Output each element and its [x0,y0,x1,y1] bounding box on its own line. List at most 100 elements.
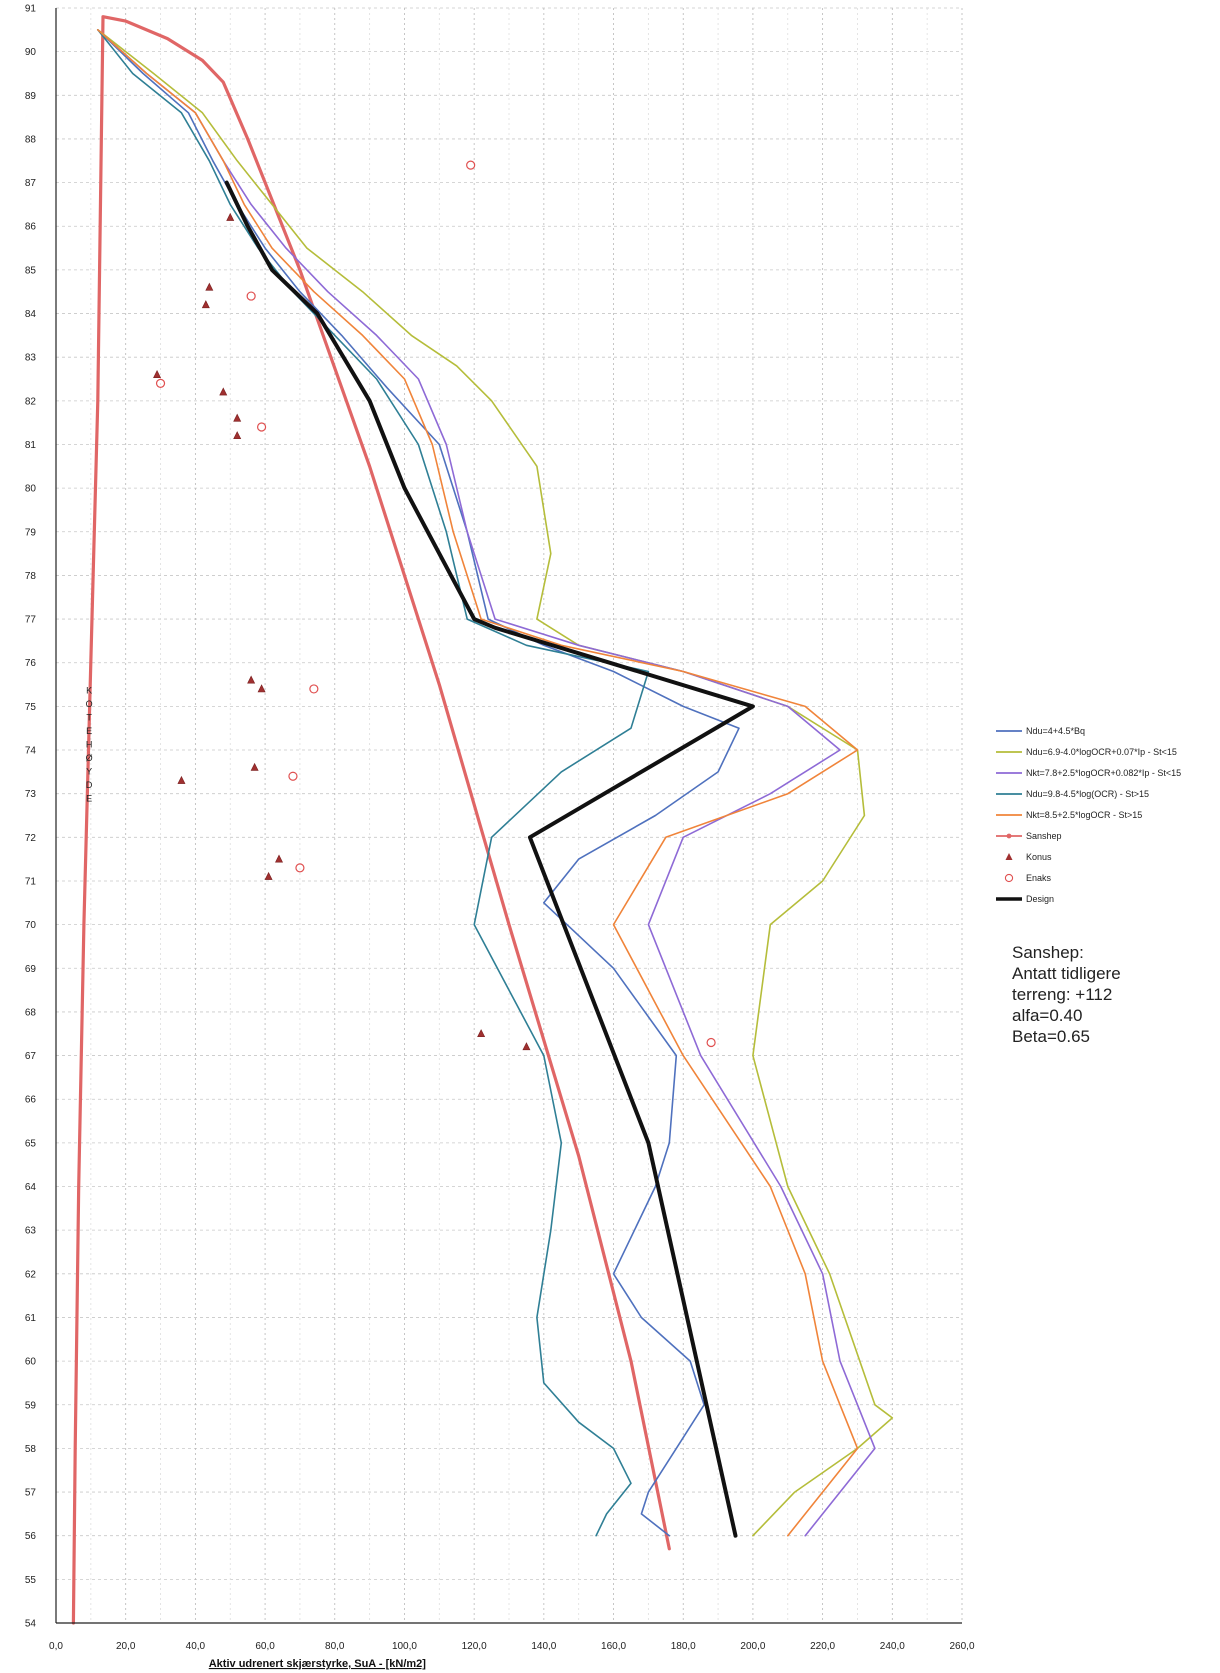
y-tick-label: 69 [25,964,37,975]
y-tick-label: 80 [25,484,37,495]
y-tick-label: 79 [25,527,37,538]
series-layer-sanshep [71,15,671,1625]
note-line: Sanshep: [1012,943,1084,962]
note-line: Antatt tidligere [1012,964,1121,983]
konus-point [177,775,186,784]
y-tick-label: 70 [25,920,37,931]
y-tick-label: 82 [25,396,37,407]
y-tick-label: 76 [25,658,37,669]
konus-point [250,762,259,771]
y-axis-title-letter: O [86,699,93,709]
note-line: alfa=0.40 [1012,1006,1083,1025]
series-line-design [224,180,755,1538]
x-tick-label: 60,0 [255,1641,275,1652]
x-tick-label: 20,0 [116,1641,136,1652]
series-layer [97,28,894,1537]
x-tick-label: 260,0 [949,1641,974,1652]
y-tick-label: 81 [25,440,37,451]
y-tick-label: 56 [25,1531,37,1542]
legend-entry: Ndu=4+4.5*Bq [1026,726,1085,736]
x-tick-label: 120,0 [462,1641,487,1652]
y-tick-label: 63 [25,1226,37,1237]
y-tick-label: 72 [25,833,37,844]
series-line-nkt-8-5-2-5-logocr-st-15 [97,28,859,1537]
y-tick-label: 78 [25,571,37,582]
legend-swatch-marker [1006,833,1012,839]
x-tick-label: 140,0 [531,1641,556,1652]
konus-point [257,684,266,693]
sanshep-note: Sanshep: Antatt tidligere terreng: +112 … [1012,942,1202,1047]
x-tick-label: 180,0 [671,1641,696,1652]
x-axis-title: Aktiv udrenert skjærstyrke, SuA - [kN/m2… [209,1658,427,1670]
axes: 54 55 56 57 58 59 60 61 62 63 64 65 66 67 68 69 70 71 72 73… [25,4,975,1671]
enaks-point [246,291,256,301]
y-axis-title-letter: K [86,685,92,695]
konus-point [205,282,214,291]
y-tick-label: 73 [25,789,37,800]
legend-swatch [1004,873,1014,883]
konus-point [226,212,235,221]
enaks-point [295,863,305,873]
y-axis-title-letter: Ø [86,753,93,763]
gridlines [55,7,963,1624]
x-tick-label: 0,0 [49,1641,63,1652]
y-axis-title-letter: D [86,780,93,790]
y-axis-title-letter: T [86,712,92,722]
y-tick-label: 60 [25,1357,37,1368]
y-tick-label: 90 [25,47,37,58]
note-line: terreng: +112 [1012,985,1113,1004]
y-tick-label: 57 [25,1488,37,1499]
y-tick-label: 85 [25,265,37,276]
legend-entry: Ndu=6.9-4.0*logOCR+0.07*Ip - St<15 [1026,747,1177,757]
y-tick-label: 62 [25,1269,37,1280]
konus-point [264,871,273,880]
y-tick-label: 86 [25,222,37,233]
series-line-ndu-9-8-4-5-log-ocr-st-15 [97,28,650,1537]
y-tick-label: 75 [25,702,37,713]
konus-point [201,300,210,309]
enaks-point [256,422,267,432]
y-tick-label: 77 [25,615,37,626]
legend: Ndu=4+4.5*Bq Ndu=6.9-4.0*logOCR+0.07*Ip -… [996,726,1181,904]
y-tick-label: 61 [25,1313,37,1324]
x-tick-label: 100,0 [392,1641,417,1652]
series-line-sanshep [71,15,671,1625]
y-tick-label: 91 [25,4,37,15]
note-line: Beta=0.65 [1012,1027,1090,1046]
y-axis-title-letter: Y [86,766,92,776]
series-layer-design [224,180,755,1538]
konus-point [247,675,256,684]
legend-entry: Nkt=8.5+2.5*logOCR - St>15 [1026,810,1142,820]
y-axis-title-letter: E [86,793,92,803]
konus-point [477,1029,486,1038]
konus-point [233,431,242,440]
y-tick-label: 71 [25,876,37,887]
enaks-point [288,771,298,781]
konus-point [219,387,228,396]
legend-entry: Sanshep [1026,831,1062,841]
series-line-ndu-4-4-5-bq [97,28,740,1537]
legend-entry: Enaks [1026,873,1052,883]
konus-point [153,369,162,378]
legend-entry: Nkt=7.8+2.5*logOCR+0.082*Ip - St<15 [1026,768,1181,778]
plot-area [56,8,962,1623]
x-tick-label: 220,0 [810,1641,835,1652]
y-tick-label: 59 [25,1400,37,1411]
y-tick-label: 87 [25,178,37,189]
legend-entry: Design [1026,894,1054,904]
x-tick-label: 80,0 [325,1641,345,1652]
enaks-point [155,378,166,388]
y-tick-label: 89 [25,91,37,102]
y-tick-label: 83 [25,353,37,364]
y-tick-label: 88 [25,134,37,145]
y-tick-label: 67 [25,1051,37,1062]
legend-entry: Ndu=9.8-4.5*log(OCR) - St>15 [1026,789,1149,799]
y-tick-label: 74 [25,746,37,757]
y-tick-label: 64 [25,1182,37,1193]
x-tick-label: 200,0 [740,1641,765,1652]
x-tick-label: 240,0 [880,1641,905,1652]
y-tick-label: 68 [25,1007,37,1018]
enaks-point [706,1037,716,1048]
y-tick-label: 84 [25,309,37,320]
konus-point [233,413,242,422]
